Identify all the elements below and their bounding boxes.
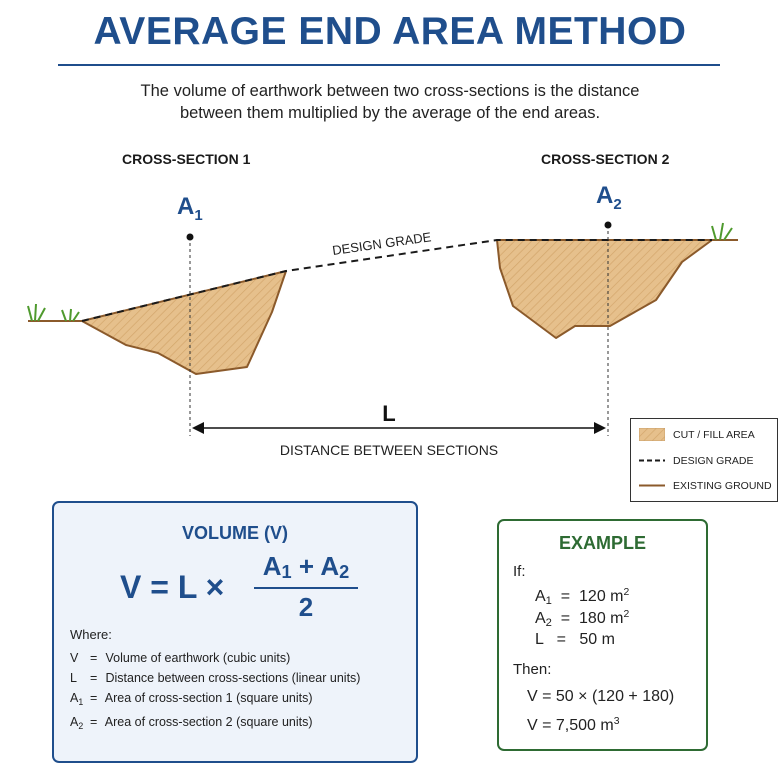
- section-2-point: [604, 221, 612, 229]
- legend: CUT / FILL AREA DESIGN GRADE EXISTING GR…: [630, 418, 778, 502]
- formula-numerator: A1 + A2: [262, 551, 350, 582]
- definition-item: V = Volume of earthwork (cubic units): [70, 651, 291, 665]
- a2-label: A2: [596, 182, 622, 213]
- cross-section-2-label: CROSS-SECTION 2: [541, 151, 670, 167]
- cut-fill-area-2: [496, 239, 713, 339]
- definition-item: L = Distance between cross-sections (line…: [70, 671, 361, 685]
- example-result: V = 7,500 m3: [527, 716, 620, 734]
- intro-line-2: between them multiplied by the average o…: [179, 104, 601, 122]
- volume-title: VOLUME (V): [182, 523, 288, 543]
- grass-tuft-icon: [711, 222, 733, 241]
- formula-lhs: V = L ×: [120, 569, 225, 605]
- arrowhead-left-icon: [192, 422, 204, 434]
- page-title: AVERAGE END AREA METHOD: [93, 10, 687, 53]
- cut-fill-area-1: [81, 270, 287, 375]
- then-label: Then:: [513, 661, 552, 678]
- distance-label: DISTANCE BETWEEN SECTIONS: [280, 442, 498, 458]
- where-label: Where:: [70, 627, 112, 642]
- legend-item-design-grade: DESIGN GRADE: [639, 454, 754, 467]
- example-calc: V = 50 × (120 + 180): [527, 688, 675, 705]
- definitions-list: V = Volume of earthwork (cubic units) L = …: [70, 648, 410, 736]
- legend-item-existing-ground: EXISTING GROUND: [639, 479, 772, 492]
- example-panel: EXAMPLE If: A1 = 120 m2 A2 = 180 m2 L = …: [497, 519, 708, 751]
- fraction-bar: [254, 587, 358, 589]
- example-title: EXAMPLE: [558, 533, 646, 553]
- intro-line-1: The volume of earthwork between two cros…: [140, 82, 640, 100]
- formula-denominator: 2: [298, 592, 314, 622]
- section-1-point: [186, 233, 194, 241]
- cross-section-diagram: DESIGN GRADE A1 A2 L DISTANCE BETWEEN SE…: [27, 182, 738, 458]
- dashed-line-icon: [639, 459, 665, 462]
- a1-label: A1: [177, 193, 203, 224]
- legend-label: CUT / FILL AREA: [673, 428, 755, 441]
- intro-text: The volume of earthwork between two cros…: [90, 80, 690, 124]
- cross-section-1-label: CROSS-SECTION 1: [122, 151, 251, 167]
- definition-item: A2 = Area of cross-section 2 (square unit…: [70, 715, 313, 731]
- if-label: If:: [513, 563, 526, 580]
- title-divider: [58, 64, 720, 66]
- legend-label: DESIGN GRADE: [673, 454, 754, 467]
- formula-panel: VOLUME (V) V = L × A1 + A2 2 Where: V = V…: [52, 501, 418, 763]
- definition-item: A1 = Area of cross-section 1 (square unit…: [70, 691, 313, 707]
- arrowhead-right-icon: [594, 422, 606, 434]
- hatched-swatch-icon: [639, 428, 665, 441]
- legend-label: EXISTING GROUND: [673, 479, 772, 492]
- grass-tuft-icon: [27, 303, 80, 322]
- example-a2: A2 = 180 m2: [535, 609, 630, 629]
- legend-item-fill: CUT / FILL AREA: [639, 428, 755, 441]
- example-a1: A1 = 120 m2: [535, 587, 630, 607]
- solid-brown-line-icon: [639, 484, 665, 487]
- design-grade-label: DESIGN GRADE: [331, 229, 432, 258]
- example-l: L = 50 m: [535, 631, 615, 648]
- design-grade-line: [81, 239, 712, 322]
- distance-symbol: L: [382, 401, 395, 426]
